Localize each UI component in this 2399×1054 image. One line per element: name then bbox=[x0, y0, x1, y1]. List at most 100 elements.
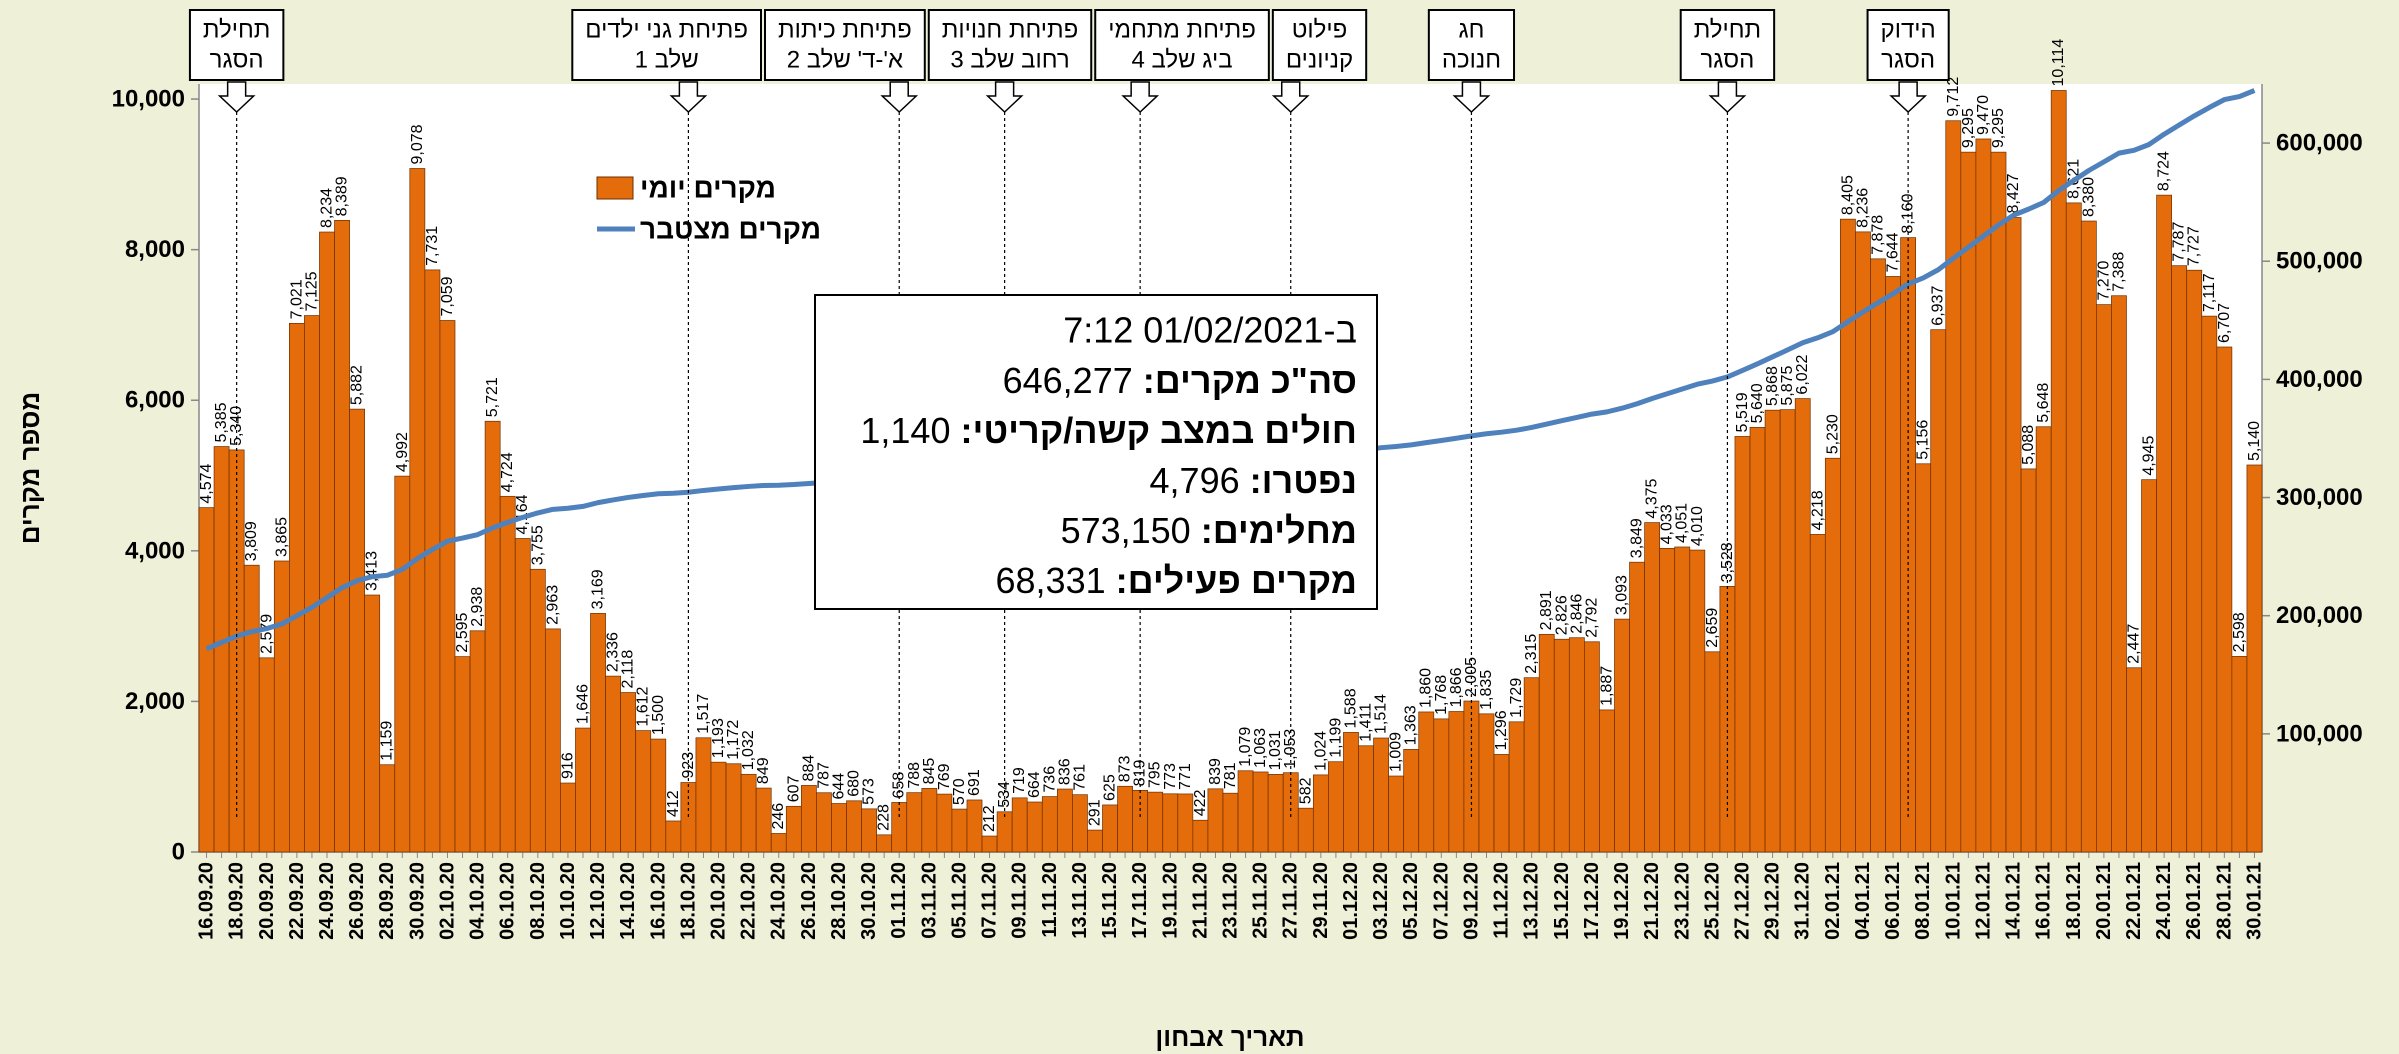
bar bbox=[2096, 304, 2112, 853]
data-label: 719 bbox=[1011, 767, 1028, 794]
bar bbox=[1960, 151, 1977, 853]
annotation-text: פתיחת גני ילדים bbox=[585, 17, 748, 44]
x-tick-label: 25.11.20 bbox=[1250, 862, 1272, 939]
x-tick-label: 20.10.20 bbox=[708, 862, 730, 940]
bar bbox=[1117, 785, 1133, 853]
data-label: 680 bbox=[846, 770, 863, 797]
bar bbox=[665, 820, 682, 853]
annotation-text: פילוט bbox=[1292, 17, 1348, 44]
bar bbox=[2186, 269, 2203, 853]
bar bbox=[2156, 194, 2172, 853]
bar bbox=[1358, 745, 1374, 853]
bar bbox=[861, 808, 877, 853]
x-tick-label: 31.12.20 bbox=[1792, 862, 1814, 940]
data-label: 4,010 bbox=[1689, 506, 1706, 546]
x-tick-label: 13.12.20 bbox=[1521, 862, 1543, 940]
data-label: 2,792 bbox=[1583, 598, 1600, 638]
data-label: 2,963 bbox=[544, 585, 561, 625]
data-label: 5,868 bbox=[1764, 366, 1781, 406]
y-tick-label: 10,000 bbox=[112, 86, 185, 113]
data-label: 2,826 bbox=[1553, 595, 1570, 635]
bar bbox=[1508, 721, 1525, 853]
data-label: 795 bbox=[1147, 761, 1164, 788]
data-label: 8,236 bbox=[1854, 188, 1871, 228]
x-tick-label: 13.11.20 bbox=[1069, 862, 1091, 939]
data-label: 5,875 bbox=[1779, 366, 1796, 406]
data-label: 8,405 bbox=[1839, 175, 1856, 215]
annotation-arrow bbox=[669, 81, 708, 114]
data-label: 7,388 bbox=[2110, 252, 2127, 292]
data-label: 9,078 bbox=[409, 124, 426, 164]
x-tick-label: 16.01.21 bbox=[2033, 862, 2055, 940]
data-label: 3,809 bbox=[243, 521, 260, 561]
bar bbox=[198, 507, 215, 853]
data-label: 5,519 bbox=[1734, 392, 1751, 432]
x-tick-label: 02.01.21 bbox=[1822, 862, 1844, 940]
annotation-arrow bbox=[217, 81, 256, 114]
x-tick-label: 29.12.20 bbox=[1762, 862, 1784, 940]
data-label: 570 bbox=[951, 778, 968, 805]
data-label: 691 bbox=[966, 769, 983, 796]
info-label: נפטרו: bbox=[1250, 460, 1357, 501]
data-label: 1,159 bbox=[379, 721, 396, 761]
x-tick-label: 27.12.20 bbox=[1731, 862, 1753, 940]
info-row: מקרים פעילים: 68,331 bbox=[996, 560, 1358, 601]
annotation-text: הידוק bbox=[1881, 17, 1936, 44]
data-label: 212 bbox=[981, 805, 998, 832]
data-label: 8,160 bbox=[1900, 193, 1917, 233]
data-label: 8,427 bbox=[2005, 173, 2022, 213]
x-tick-label: 24.09.20 bbox=[316, 862, 338, 940]
data-label: 1,009 bbox=[1388, 732, 1405, 772]
bar bbox=[1087, 829, 1103, 853]
info-label: מחלימים: bbox=[1201, 510, 1357, 551]
bar bbox=[1192, 819, 1209, 853]
data-label: 3,169 bbox=[590, 569, 607, 609]
data-label: 916 bbox=[559, 752, 576, 779]
x-tick-label: 17.12.20 bbox=[1581, 862, 1603, 940]
x-tick-label: 15.12.20 bbox=[1551, 862, 1573, 940]
x-tick-label: 27.11.20 bbox=[1280, 862, 1302, 939]
data-label: 291 bbox=[1086, 799, 1103, 826]
data-label: 1,193 bbox=[710, 718, 727, 758]
bar bbox=[243, 564, 260, 853]
data-label: 3,755 bbox=[529, 525, 546, 565]
annotation-text: שלב 1 bbox=[635, 47, 699, 74]
annotation: פתיחת חנויות רחוב שלב 3 bbox=[927, 9, 1093, 81]
bar bbox=[951, 808, 968, 853]
annotation: פילוט קניונים bbox=[1271, 9, 1368, 81]
bar bbox=[1237, 770, 1254, 853]
data-label: 769 bbox=[936, 763, 953, 790]
data-label: 1,860 bbox=[1418, 668, 1435, 708]
data-label: 1,024 bbox=[1312, 731, 1329, 771]
data-label: 534 bbox=[996, 781, 1013, 808]
bar bbox=[575, 727, 591, 853]
x-tick-label: 20.09.20 bbox=[256, 862, 278, 940]
info-row: מחלימים: 573,150 bbox=[1061, 510, 1357, 551]
x-tick-label: 06.10.20 bbox=[497, 862, 519, 940]
y-tick-label: 2,000 bbox=[125, 688, 185, 715]
x-tick-label: 07.12.20 bbox=[1430, 862, 1452, 940]
annotation-text: חג bbox=[1458, 17, 1484, 44]
y-tick-label: 8,000 bbox=[125, 236, 185, 263]
data-label: 7,270 bbox=[2095, 260, 2112, 300]
x-tick-label: 03.12.20 bbox=[1370, 862, 1392, 940]
bar bbox=[1824, 457, 1841, 853]
x-tick-label: 21.11.20 bbox=[1189, 862, 1211, 939]
data-label: 4,992 bbox=[394, 432, 411, 472]
x-tick-label: 16.10.20 bbox=[647, 862, 669, 940]
bar bbox=[1674, 546, 1691, 853]
data-label: 7,059 bbox=[439, 276, 456, 316]
data-label: 9,470 bbox=[1975, 95, 1992, 135]
bar bbox=[1584, 641, 1600, 853]
annotation-box bbox=[764, 9, 926, 81]
info-gap bbox=[1191, 510, 1201, 551]
bar bbox=[1056, 788, 1073, 853]
data-label: 4,218 bbox=[1809, 490, 1826, 530]
annotation: תחילת הסגר bbox=[188, 9, 285, 81]
bar bbox=[484, 420, 501, 853]
bar bbox=[1072, 794, 1088, 853]
x-tick-label: 29.11.20 bbox=[1310, 862, 1332, 939]
info-row: חולים במצב קשה/קריטי: 1,140 bbox=[860, 410, 1357, 451]
bar bbox=[1644, 522, 1661, 853]
data-label: 5,088 bbox=[2020, 425, 2037, 465]
